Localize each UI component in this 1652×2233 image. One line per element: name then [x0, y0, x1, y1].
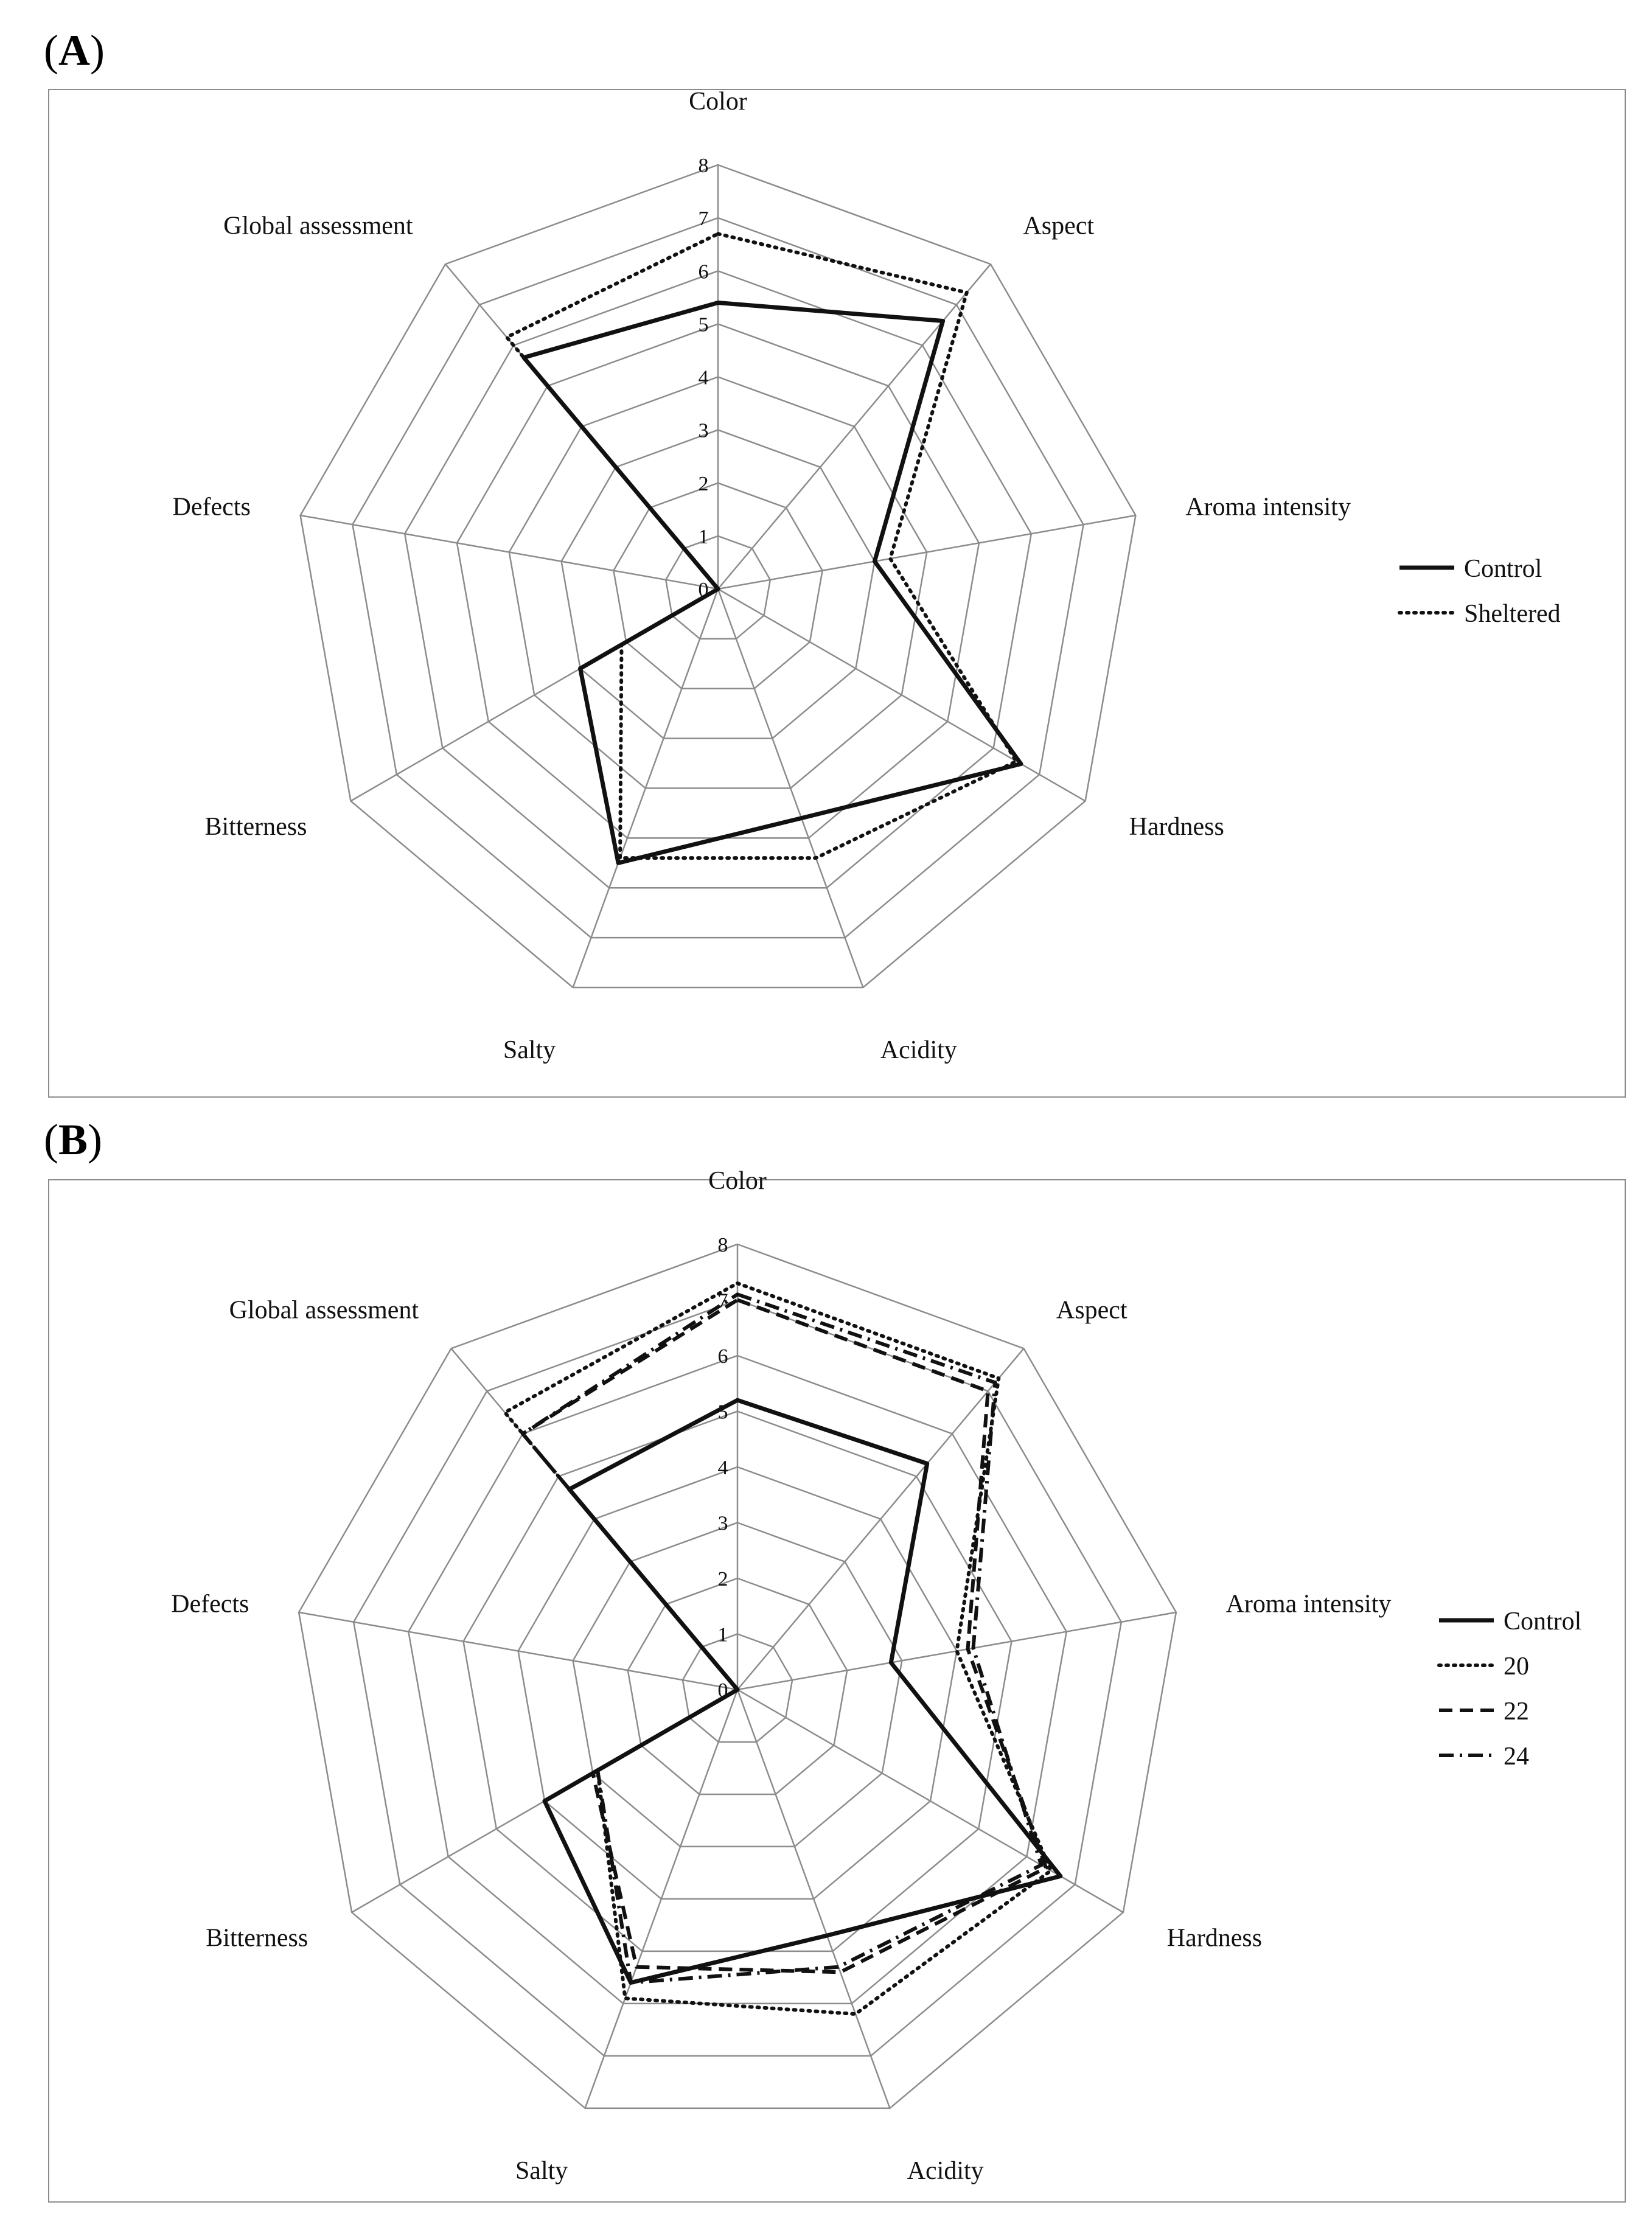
spoke-acidity: [736, 1689, 891, 2109]
tick-label: 2: [718, 1568, 728, 1590]
legend-label-20: 20: [1504, 1653, 1529, 1681]
grid-ring-1: [664, 535, 772, 640]
legend: Control Sheltered: [1398, 555, 1561, 628]
tick-label: 2: [699, 473, 709, 495]
series-22-line: [521, 1298, 1048, 1974]
grid-ring-6: [407, 1354, 1068, 2005]
panel-b-label: (B): [44, 1115, 102, 1164]
grid-ring-8: [298, 1243, 1177, 2109]
grid-ring-3: [572, 1522, 903, 1848]
tick-label: 1: [699, 526, 709, 548]
panel-a-frame: [48, 89, 1626, 1098]
axis-label-defects: Defects: [171, 1590, 249, 1618]
axis-label-global-assessment: Global assessment: [229, 1297, 419, 1325]
series-20-line: [503, 1281, 1053, 2016]
tick-label: 4: [699, 367, 709, 389]
axis-label-salty: Salty: [515, 2157, 568, 2185]
series-sheltered-line: [504, 232, 1019, 860]
tick-label: 8: [699, 155, 709, 177]
grid-ring-8: [299, 164, 1137, 989]
spoke-defects: [298, 1611, 738, 1691]
axis-label-aspect: Aspect: [1056, 1297, 1127, 1325]
axis-label-color: Color: [708, 1167, 767, 1195]
axis-label-acidity: Acidity: [880, 1036, 957, 1064]
panel-b-frame: [48, 1179, 1626, 2203]
axis-label-aspect: Aspect: [1023, 212, 1094, 240]
grid-ring-3: [560, 429, 876, 739]
axis-label-global-assessment: Global assessment: [223, 212, 413, 240]
legend-label-control: Control: [1504, 1608, 1581, 1636]
axis-label-color: Color: [689, 88, 747, 116]
tick-label: 6: [699, 260, 709, 283]
axis-label-defects: Defects: [173, 493, 251, 521]
panel-a-label: (A): [44, 26, 105, 75]
axis-label-hardness: Hardness: [1129, 813, 1224, 841]
spoke-aspect: [717, 263, 991, 590]
legend-label-control: Control: [1464, 555, 1542, 583]
spoke-salty: [572, 588, 719, 988]
spoke-defects: [300, 514, 719, 590]
legend-label-22: 22: [1504, 1698, 1529, 1726]
tick-label: 5: [699, 313, 709, 336]
axis-label-hardness: Hardness: [1167, 1925, 1262, 1953]
legend: Control 20 22 24: [1437, 1608, 1581, 1771]
spoke-salty: [584, 1689, 739, 2109]
tick-label: 3: [699, 420, 709, 442]
axis-label-bitterness: Bitterness: [206, 1925, 308, 1953]
spoke-aspect: [737, 1348, 1025, 1690]
grid-ring-4: [508, 376, 928, 789]
axis-label-bitterness: Bitterness: [205, 813, 307, 841]
axis-label-aroma-intensity: Aroma intensity: [1185, 493, 1351, 521]
tick-label: 3: [718, 1513, 728, 1535]
axis-label-salty: Salty: [503, 1036, 556, 1064]
tick-label: 1: [718, 1624, 728, 1646]
grid-ring-1: [681, 1633, 793, 1743]
spoke-hardness: [717, 588, 1086, 802]
legend-label-sheltered: Sheltered: [1464, 600, 1561, 628]
tick-label: 4: [718, 1457, 728, 1479]
axis-label-acidity: Acidity: [907, 2157, 984, 2185]
grid-ring-2: [613, 482, 823, 689]
spoke-acidity: [717, 588, 864, 988]
tick-label: 6: [718, 1345, 728, 1368]
tick-label: 8: [718, 1234, 728, 1256]
series-24-line: [521, 1292, 1044, 1985]
spoke-aroma-intensity: [717, 514, 1136, 590]
grid-ring-4: [517, 1466, 958, 1900]
grid-ring-7: [352, 1299, 1123, 2057]
grid-ring-6: [403, 270, 1033, 889]
grid-ring-5: [462, 1410, 1012, 1953]
grid-ring-7: [352, 217, 1084, 939]
axis-label-aroma-intensity: Aroma intensity: [1226, 1590, 1392, 1618]
legend-label-24: 24: [1504, 1743, 1529, 1771]
grid-ring-2: [627, 1577, 848, 1796]
spoke-hardness: [737, 1688, 1124, 1914]
tick-label: 7: [699, 207, 709, 230]
